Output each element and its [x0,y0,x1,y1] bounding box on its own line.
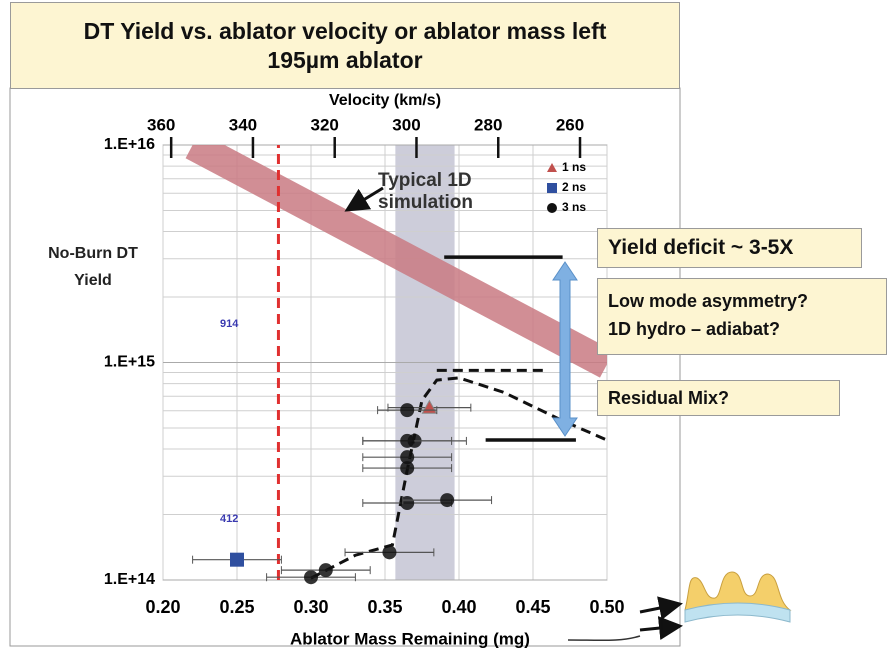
x2-tick-label: 300 [392,115,420,134]
causes-box: Low mode asymmetry? 1D hydro – adiabat? [597,278,887,355]
marker [230,553,244,567]
shot-label: 914 [220,318,238,330]
x2-tick-label: 340 [229,115,257,134]
marker [319,563,333,577]
chart-title: DT Yield vs. ablator velocity or ablator… [11,17,679,46]
shot-label: 412 [220,513,238,525]
marker [304,570,318,584]
x-tick-label: 0.30 [293,597,328,617]
x2-tick-label: 360 [147,115,175,134]
legend-label: 3 ns [562,200,586,214]
marker [382,545,396,559]
simulation-label: Typical 1D simulation [378,170,498,214]
y-tick-label: 1.E+16 [104,136,155,153]
y-axis-label: No-Burn DT Yield [48,240,138,294]
legend-marker [547,183,557,193]
x2-tick-label: 320 [311,115,339,134]
marker [400,450,414,464]
page: {"chart_data": { "type": "scatter", "tit… [0,0,892,658]
x-tick-label: 0.50 [589,597,624,617]
x-axis-label: Ablator Mass Remaining (mg) [290,629,530,648]
marker [400,403,414,417]
cause: Low mode asymmetry? [608,287,876,315]
x-tick-label: 0.40 [441,597,476,617]
deficit-box: Yield deficit ~ 3-5X [597,228,862,268]
x-tick-label: 0.25 [219,597,254,617]
marker [400,434,414,448]
legend-label: 1 ns [562,160,586,174]
x-tick-label: 0.35 [367,597,402,617]
marker [440,493,454,507]
y-tick-label: 1.E+15 [104,354,155,371]
legend-label: 2 ns [562,180,586,194]
x2-axis-label: Velocity (km/s) [329,92,441,109]
legend-marker [547,203,557,213]
title-box: DT Yield vs. ablator velocity or ablator… [10,2,680,89]
x-tick-label: 0.45 [515,597,550,617]
mix-box: Residual Mix? [597,380,840,416]
y-tick-label: 1.E+14 [104,571,155,588]
x-tick-label: 0.20 [145,597,180,617]
x2-tick-label: 260 [556,115,584,134]
cause: 1D hydro – adiabat? [608,315,876,343]
x2-tick-label: 280 [474,115,502,134]
chart-subtitle: 195µm ablator [11,46,679,75]
